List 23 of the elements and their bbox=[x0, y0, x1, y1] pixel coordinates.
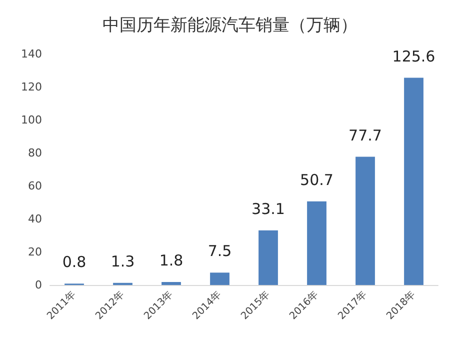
data-label: 125.6 bbox=[392, 47, 436, 66]
bar bbox=[258, 230, 278, 285]
data-label: 33.1 bbox=[252, 200, 285, 218]
y-tick-label: 140 bbox=[21, 48, 42, 60]
y-tick-label: 100 bbox=[21, 114, 42, 126]
bar bbox=[404, 78, 424, 285]
chart-title: 中国历年新能源汽车销量（万辆） bbox=[102, 16, 358, 36]
y-tick-label: 0 bbox=[35, 278, 42, 292]
data-label: 77.7 bbox=[348, 126, 382, 144]
y-tick-label: 60 bbox=[28, 180, 42, 192]
bar bbox=[210, 272, 230, 285]
bar bbox=[307, 201, 326, 285]
bar bbox=[356, 156, 375, 285]
y-tick-label: 40 bbox=[28, 212, 42, 226]
data-label: 1.3 bbox=[110, 252, 135, 270]
y-tick-label: 80 bbox=[28, 146, 42, 160]
bar bbox=[162, 282, 181, 285]
data-label: 7.5 bbox=[208, 242, 232, 260]
data-label: 1.8 bbox=[159, 252, 184, 270]
y-tick-label: 20 bbox=[28, 246, 42, 258]
data-label: 0.8 bbox=[62, 253, 86, 272]
y-tick-label: 120 bbox=[21, 80, 42, 94]
data-label: 50.7 bbox=[300, 170, 334, 189]
